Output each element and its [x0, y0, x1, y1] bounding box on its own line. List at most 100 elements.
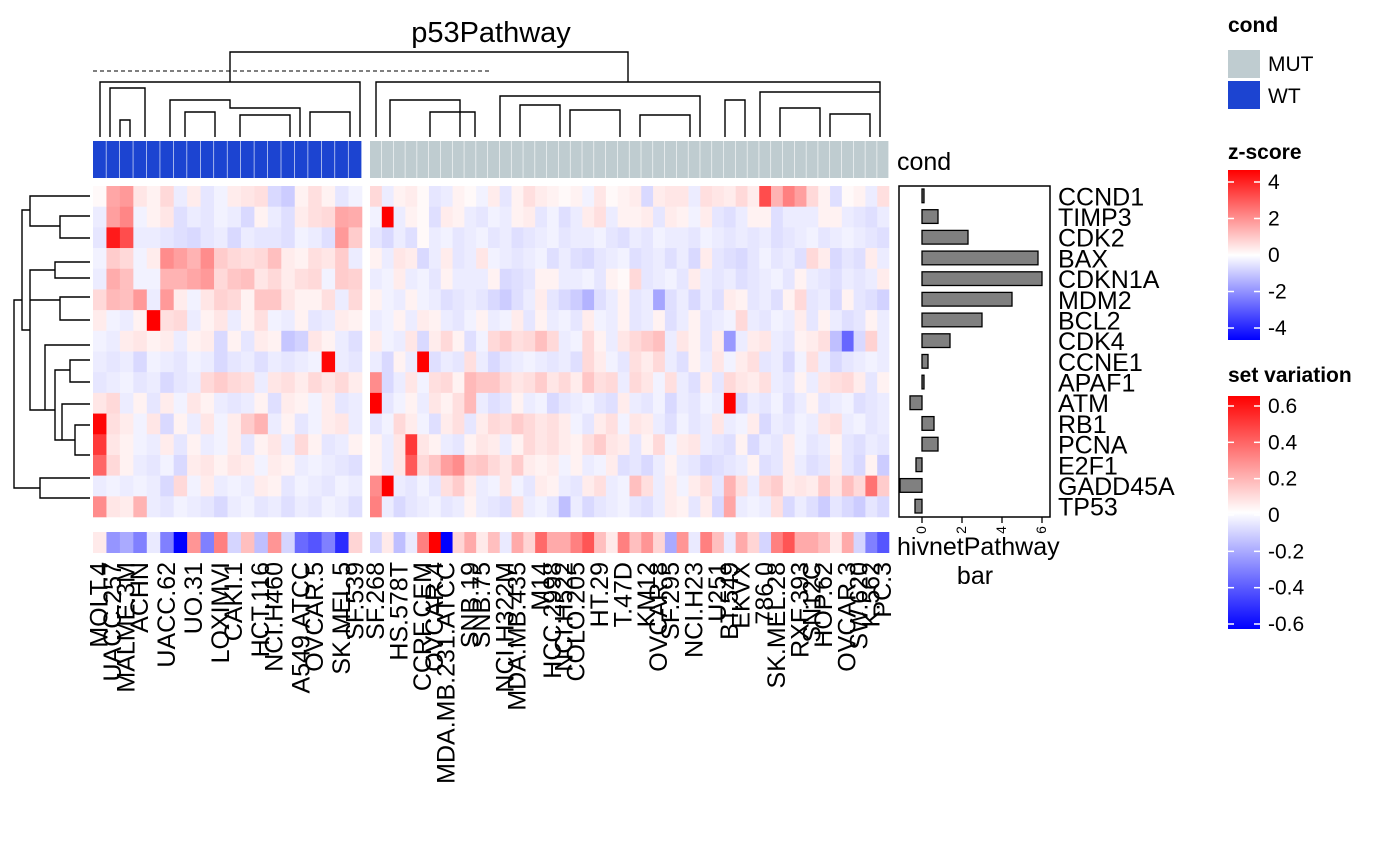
heatmap-cell — [594, 186, 607, 207]
barplot-axis-label: bar — [957, 562, 993, 590]
heatmap-cell — [487, 206, 501, 228]
heatmap-cell — [818, 206, 831, 228]
setvar-cell — [146, 532, 161, 553]
cond-cell — [865, 141, 877, 178]
heatmap-cell — [535, 330, 548, 352]
column-label: EKVX — [728, 562, 756, 629]
heatmap-cell — [476, 413, 489, 435]
heatmap-cell — [335, 496, 349, 518]
heatmap-cell — [771, 330, 784, 352]
cond-cell — [594, 141, 606, 178]
heatmap-cell — [841, 330, 854, 352]
heatmap-cell — [146, 206, 161, 228]
heatmap-cell — [712, 413, 725, 435]
heatmap-cell — [877, 351, 890, 373]
cond-cell — [370, 141, 382, 178]
heatmap-cell — [93, 227, 107, 249]
heatmap-cell — [133, 454, 148, 476]
cond-cell — [771, 141, 783, 178]
heatmap-cell — [629, 248, 642, 270]
heatmap-cell — [806, 496, 819, 518]
heatmap-cell — [759, 434, 772, 456]
heatmap-cell — [546, 248, 560, 270]
heatmap-cell — [688, 227, 701, 249]
heatmap-cell — [629, 392, 642, 414]
setvar-cell — [428, 532, 442, 553]
row-label: CDKN1A — [1058, 266, 1160, 294]
heatmap-cell — [254, 248, 269, 270]
heatmap-cell — [335, 434, 349, 456]
setvar-cell — [723, 532, 736, 553]
column-label: OVCAR.4 — [421, 562, 449, 672]
heatmap-cell — [617, 372, 630, 394]
heatmap-cell — [187, 289, 201, 311]
setvar-cell — [735, 532, 748, 553]
setvar-cell — [511, 532, 524, 553]
heatmap-cell — [440, 434, 453, 456]
heatmap-cell — [830, 496, 843, 518]
heatmap-cell — [267, 434, 282, 456]
heatmap-cell — [523, 413, 536, 435]
heatmap-cell — [348, 268, 363, 290]
heatmap-cell — [160, 289, 174, 311]
heatmap-cell — [558, 475, 571, 497]
column-label: T.47D — [610, 562, 638, 627]
setvar-tick-label: 0.6 — [1268, 395, 1297, 418]
heatmap-cell — [853, 351, 866, 373]
heatmap-cell — [93, 289, 107, 311]
heatmap-cell — [594, 310, 607, 332]
cond-cell — [452, 141, 464, 178]
heatmap-cell — [818, 475, 831, 497]
heatmap-cell — [794, 454, 807, 476]
heatmap-cell — [227, 392, 242, 414]
heatmap-cell — [499, 330, 512, 352]
setvar-cell — [830, 532, 843, 553]
heatmap-cell — [254, 289, 269, 311]
setvar-cell — [294, 532, 309, 553]
heatmap-cell — [629, 454, 642, 476]
heatmap-cell — [146, 434, 161, 456]
heatmap-cell — [830, 186, 843, 207]
heatmap-cell — [405, 248, 418, 270]
heatmap-cell — [700, 413, 713, 435]
column-label: U251 — [704, 562, 732, 622]
setvar-cell — [240, 532, 255, 553]
setvar-cell — [254, 532, 269, 553]
bar — [921, 312, 983, 328]
bar — [921, 353, 929, 369]
heatmap-cell — [405, 434, 418, 456]
heatmap-cell — [160, 310, 174, 332]
heatmap-cell — [830, 475, 843, 497]
heatmap-cell — [535, 351, 548, 373]
heatmap-cell — [240, 454, 255, 476]
heatmap-cell — [348, 372, 363, 394]
heatmap-cell — [321, 434, 336, 456]
heatmap-cell — [173, 475, 188, 497]
heatmap-cell — [200, 372, 215, 394]
heatmap-cell — [240, 372, 255, 394]
bar — [921, 271, 1043, 287]
heatmap-cell — [806, 351, 819, 373]
heatmap-cell — [93, 475, 107, 497]
heatmap-cell — [160, 330, 174, 352]
heatmap-cell — [841, 392, 854, 414]
heatmap-cell — [173, 434, 188, 456]
heatmap-cell — [700, 330, 713, 352]
heatmap-cell — [853, 248, 866, 270]
heatmap-cell — [830, 206, 843, 228]
heatmap-cell — [348, 289, 363, 311]
heatmap-cell — [335, 413, 349, 435]
heatmap-cell — [173, 248, 188, 270]
heatmap-cell — [629, 268, 642, 290]
heatmap-cell — [106, 289, 121, 311]
heatmap-cell — [641, 289, 654, 311]
heatmap-cell — [782, 268, 795, 290]
heatmap-cell — [794, 372, 807, 394]
heatmap-cell — [119, 248, 134, 270]
heatmap-cell — [664, 206, 677, 228]
heatmap-cell — [133, 392, 148, 414]
heatmap-cell — [227, 413, 242, 435]
heatmap-cell — [723, 330, 736, 352]
heatmap-cell — [853, 475, 866, 497]
heatmap-cell — [582, 227, 595, 249]
